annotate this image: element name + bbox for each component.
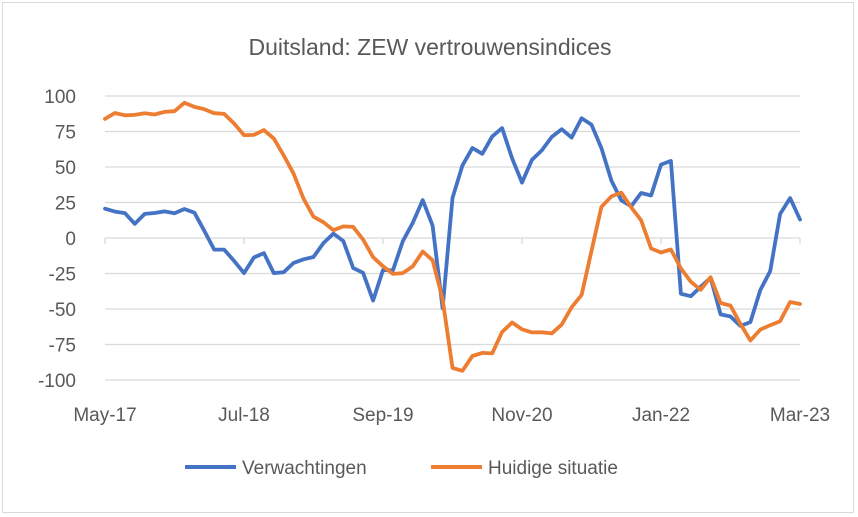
legend-label-verwachtingen: Verwachtingen (242, 458, 367, 479)
y-axis-ticks: 100 75 50 25 0 -25 -50 -75 -100 (38, 87, 76, 392)
y-tick-label: 25 (55, 194, 76, 215)
y-tick-label: -50 (49, 300, 76, 321)
series-lines (103, 100, 802, 373)
legend-label-huidige-situatie: Huidige situatie (488, 458, 618, 479)
x-axis-ticks: May-17 Jul-18 Sep-19 Nov-20 Jan-22 Mar-23 (73, 238, 830, 426)
x-tick-label: May-17 (73, 405, 136, 426)
legend: Verwachtingen Huidige situatie (185, 458, 618, 479)
chart-title: Duitsland: ZEW vertrouwensindices (248, 34, 611, 60)
y-tick-label: 50 (55, 158, 76, 179)
y-tick-label: -25 (49, 265, 76, 286)
x-tick-label: Mar-23 (770, 405, 830, 426)
x-tick-label: Nov-20 (491, 405, 552, 426)
series-line-huidige-situatie (103, 100, 802, 373)
y-tick-label: 100 (44, 87, 76, 108)
gridlines (105, 95, 800, 381)
series-line-verwachtingen (103, 116, 802, 328)
y-tick-label: 0 (65, 229, 76, 250)
x-tick-label: Sep-19 (352, 405, 413, 426)
y-tick-label: -100 (38, 371, 76, 392)
x-tick-label: Jul-18 (218, 405, 270, 426)
x-tick-label: Jan-22 (632, 405, 690, 426)
y-tick-label: 75 (55, 123, 76, 144)
y-tick-label: -75 (49, 336, 76, 357)
